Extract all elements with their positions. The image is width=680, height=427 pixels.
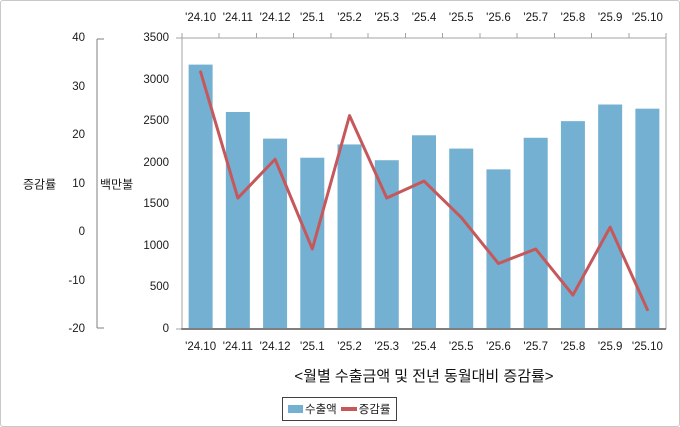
top-category-label: '25.2 <box>337 12 362 24</box>
value-axis-tick-label: 1500 <box>143 198 169 211</box>
rate-axis-tick-label: 10 <box>72 177 85 190</box>
top-category-label: '25.8 <box>560 12 586 24</box>
rate-axis-tick-label: 20 <box>72 129 85 141</box>
bottom-category-label: '24.11 <box>222 341 253 353</box>
top-category-label: '24.10 <box>185 12 217 24</box>
legend-label-exports: 수출액 <box>305 404 337 416</box>
bottom-category-label: '24.10 <box>185 341 217 353</box>
bottom-category-label: '24.12 <box>259 341 291 353</box>
value-axis-tick-label: 0 <box>162 323 169 335</box>
bottom-category-label: '25.3 <box>374 341 400 353</box>
bar-'25.7 <box>523 137 548 329</box>
rate-axis-tick-label: 0 <box>78 226 85 238</box>
bottom-category-label: '25.5 <box>448 341 474 353</box>
rate-axis-tick-label: 40 <box>72 32 85 44</box>
rate-axis-tick-label: -20 <box>68 323 85 335</box>
bar-'25.2 <box>337 144 362 329</box>
value-axis-tick-label: 2500 <box>143 115 169 128</box>
value-axis-tick-label: 1000 <box>143 239 169 252</box>
bar-'25.3 <box>374 160 399 329</box>
bar-'25.5 <box>449 148 474 329</box>
growth-rate-line <box>199 70 649 312</box>
value-axis-tick-label: 3500 <box>143 32 169 44</box>
bottom-category-label: '25.4 <box>411 341 437 353</box>
top-category-label: '25.7 <box>523 12 548 24</box>
top-category-label: '25.10 <box>631 12 663 24</box>
top-category-label: '24.11 <box>222 12 253 24</box>
bar-'24.11 <box>225 111 250 329</box>
bar-'25.10 <box>635 108 660 330</box>
rate-axis-tick-label: 30 <box>72 80 85 93</box>
legend-label-growth: 증감률 <box>358 404 391 416</box>
bar-'25.6 <box>486 169 511 329</box>
top-category-label: '25.5 <box>448 12 474 24</box>
bottom-category-label: '25.10 <box>631 341 663 353</box>
top-category-label: '25.9 <box>597 12 623 24</box>
bottom-category-label: '25.2 <box>337 341 362 353</box>
chart-title: <월별 수출금액 및 전년 동월대비 증감률> <box>294 368 554 385</box>
bar-'25.8 <box>560 121 585 330</box>
value-axis-title: 백만불 <box>100 177 134 192</box>
bar-'25.4 <box>412 135 436 329</box>
value-axis-tick-label: 500 <box>149 281 169 294</box>
bottom-category-label: '25.8 <box>560 341 586 353</box>
rate-axis-tick-label: -10 <box>68 274 85 287</box>
bar-'24.10 <box>188 64 213 329</box>
top-category-label: '25.6 <box>486 12 511 24</box>
top-category-label: '25.4 <box>411 12 437 24</box>
rate-axis-title: 증감률 <box>23 177 57 192</box>
value-axis-tick-label: 2000 <box>143 156 169 169</box>
top-category-label: '25.3 <box>374 12 400 24</box>
top-category-label: '25.1 <box>300 12 325 24</box>
bottom-category-label: '25.9 <box>597 341 623 353</box>
value-axis-tick-label: 3000 <box>143 73 169 86</box>
bar-series-swatch-icon <box>288 405 303 413</box>
bar-'24.12 <box>263 138 288 329</box>
line-series-dash-icon <box>340 407 357 411</box>
bar-'25.9 <box>598 104 623 329</box>
bar-'25.1 <box>300 157 325 329</box>
bottom-category-label: '25.1 <box>300 341 325 353</box>
bottom-category-label: '25.7 <box>523 341 548 353</box>
bottom-category-label: '25.6 <box>486 341 511 353</box>
top-category-label: '24.12 <box>259 12 291 24</box>
legend: 수출액 증감률 <box>282 397 397 421</box>
